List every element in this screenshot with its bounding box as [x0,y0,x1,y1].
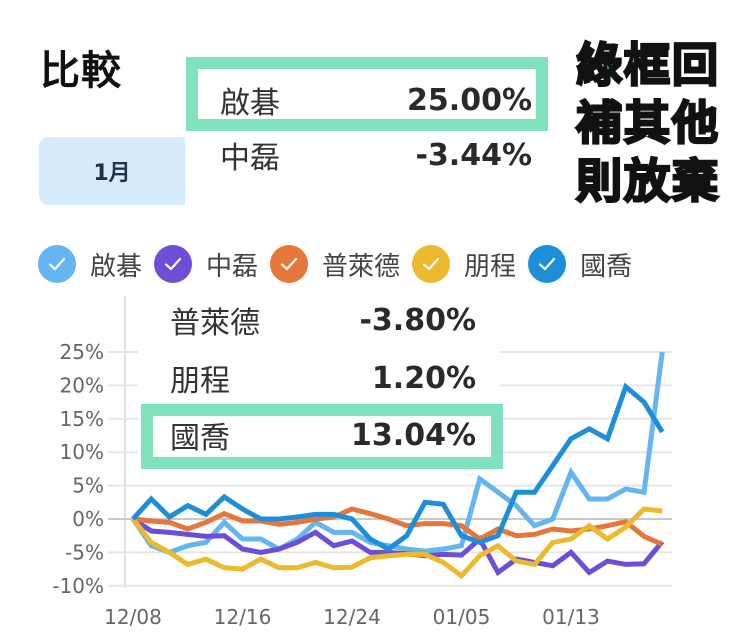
range-tabs: 1月 [39,137,185,205]
y-tick-label: 25% [60,340,104,364]
x-tick-label: 01/05 [433,605,491,629]
legend-item[interactable]: 啟碁 [38,245,142,283]
tooltip-series-value: 1.20% [371,360,476,396]
tooltip-series-value: 25.00% [407,82,532,118]
y-tick-label: 15% [60,407,104,431]
legend-label: 國喬 [580,251,633,282]
y-axis-labels: 25% 20% 15% 10% 5% 0% -5% -10% [52,340,104,598]
legend-label: 啟碁 [90,251,143,282]
y-tick-label: 0% [72,507,104,531]
series-line [131,506,663,580]
callout-line: 則放棄 [575,153,720,210]
legend-label: 普萊德 [322,251,401,282]
legend-item[interactable]: 朋程 [412,245,516,283]
legend-item[interactable]: 普萊德 [270,245,400,283]
checkmark-icon[interactable] [528,245,567,283]
checkmark-icon[interactable] [154,245,193,283]
legend-label: 朋程 [464,251,517,282]
series-line [130,351,665,556]
highlight-box-qiji [186,57,548,131]
checkmark-icon[interactable] [412,245,451,283]
y-tick-label: -10% [52,574,104,598]
callout-line: 綠框回 [575,37,720,94]
tooltip-row-pulaide: 普萊德 -3.80% [138,295,498,345]
range-tab-1m[interactable]: 1月 [39,137,185,205]
page-title: 比較 [40,48,122,94]
tooltip-series-value: 13.04% [351,417,476,453]
callout-annotation: 綠框回 補其他 則放棄 [568,36,728,210]
legend-item[interactable]: 國喬 [528,245,632,283]
chart-legend: 啟碁 中磊 普萊德 朋程 國喬 [38,245,644,283]
tooltip-row-pengcheng: 朋程 1.20% [138,353,498,403]
series-line [132,506,664,547]
tooltip-series-name: 普萊德 [170,306,260,341]
chart-series [130,351,665,580]
tooltip-panel-top: 啟碁 25.00% 中磊 -3.44% [186,57,548,200]
legend-item[interactable]: 中磊 [154,245,258,283]
line-chart[interactable]: 25% 20% 15% 10% 5% 0% -5% -10% 12/08 12/16 12/24 0… [0,290,740,641]
tooltip-panel-bottom: 普萊德 -3.80% 朋程 1.20% 國喬 13.04% [138,295,503,469]
tooltip-series-name: 啟碁 [220,86,280,121]
tooltip-series-value: -3.80% [359,302,476,338]
legend-label: 中磊 [206,251,259,282]
tooltip-series-name: 中磊 [220,141,280,176]
checkmark-icon[interactable] [270,245,309,283]
tooltip-row-zhonglei: 中磊 -3.44% [186,130,546,180]
y-tick-label: 10% [60,440,104,464]
y-tick-label: 20% [60,373,104,397]
tooltip-row-qiji: 啟碁 25.00% [186,75,546,125]
x-tick-label: 12/24 [323,605,381,629]
x-tick-label: 01/13 [542,605,600,629]
checkmark-icon[interactable] [38,245,76,283]
x-tick-label: 12/16 [214,605,272,629]
callout-line: 補其他 [575,95,720,152]
tooltip-series-name: 國喬 [170,421,230,456]
highlight-box-guoqiao [141,404,503,469]
tooltip-row-guoqiao: 國喬 13.04% [138,410,498,460]
x-tick-label: 12/08 [104,605,162,629]
x-axis-labels: 12/08 12/16 12/24 01/05 01/13 [104,605,600,629]
tooltip-series-name: 朋程 [170,364,230,399]
tooltip-series-value: -3.44% [415,137,532,173]
series-line [131,382,665,553]
y-tick-label: -5% [65,540,104,564]
y-tick-label: 5% [72,474,104,498]
